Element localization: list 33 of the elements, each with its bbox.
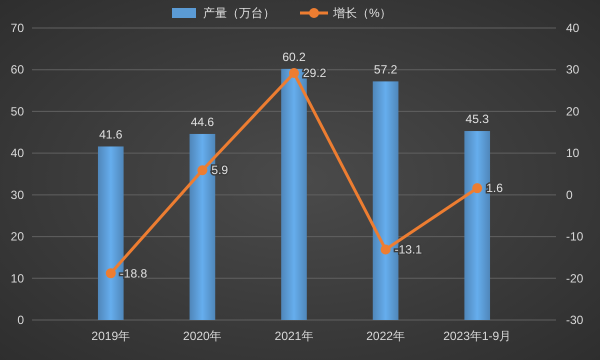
- data-label: 44.6: [190, 114, 214, 129]
- point: [472, 183, 482, 194]
- y-tick-label: 40: [10, 146, 24, 160]
- y-tick-label: 60: [10, 62, 24, 77]
- x-tick-label: 2021年: [274, 329, 314, 343]
- point: [380, 244, 391, 255]
- data-label: 60.2: [282, 50, 306, 64]
- legend-label: 增长（%）: [332, 6, 392, 20]
- y-tick-label: 10: [10, 271, 24, 286]
- x-tick-label: 2023年1-9月: [443, 329, 512, 343]
- data-label: 41.6: [99, 127, 123, 142]
- y2-tick-label: 30: [566, 62, 580, 77]
- x-tick-label: 2019年: [91, 329, 130, 343]
- y-tick-label: 70: [10, 21, 24, 35]
- y2-tick-label: -20: [566, 271, 584, 286]
- y-tick-label: 50: [10, 104, 24, 118]
- y2-tick-label: 20: [566, 104, 580, 118]
- y2-tick-label: 10: [566, 146, 580, 160]
- point: [197, 165, 208, 176]
- y-tick-label: 30: [10, 188, 24, 202]
- y2-tick-label: -10: [566, 230, 584, 244]
- x-tick-label: 2022年: [366, 329, 405, 343]
- legend-label: 产量（万台）: [203, 6, 275, 20]
- y2-tick-label: -30: [566, 313, 584, 327]
- data-label: 45.3: [466, 112, 490, 126]
- y-tick-label: 20: [10, 230, 24, 244]
- y2-tick-label: 40: [566, 21, 580, 35]
- x-tick-label: 2020年: [183, 329, 222, 343]
- point: [289, 68, 299, 78]
- y2-tick-label: 0: [566, 188, 573, 202]
- data-label: 57.2: [374, 62, 398, 76]
- point: [106, 268, 116, 278]
- y-tick-label: 0: [17, 313, 24, 327]
